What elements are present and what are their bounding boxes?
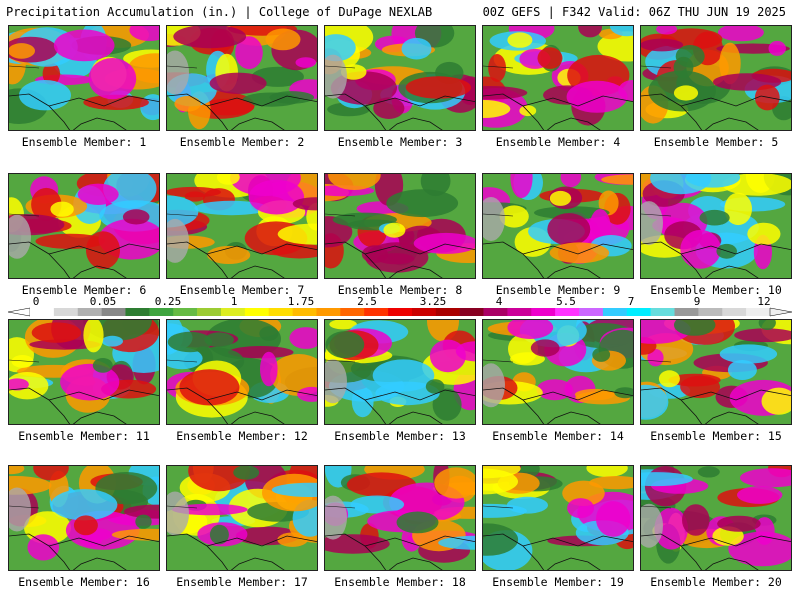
ensemble-member-map (324, 465, 476, 571)
colorbar-swatch (364, 308, 389, 316)
ensemble-member-label: Ensemble Member: 20 (650, 575, 782, 589)
ensemble-member-label: Ensemble Member: 17 (176, 575, 308, 589)
colorbar-tick-label: 9 (694, 296, 701, 308)
colorbar-tick-label: 3.25 (420, 296, 447, 308)
colorbar-swatch (626, 308, 651, 316)
ensemble-member-map (324, 173, 476, 279)
colorbar-tick-label: 12 (757, 296, 770, 308)
ensemble-member-map (640, 25, 792, 131)
ensemble-member-label: Ensemble Member: 5 (653, 135, 779, 149)
ensemble-member-label: Ensemble Member: 10 (650, 283, 782, 297)
colorbar-swatch (77, 308, 102, 316)
colorbar-swatch (650, 308, 675, 316)
colorbar-swatch (435, 308, 460, 316)
colorbar-tick-label: 0 (33, 296, 40, 308)
colorbar-swatch (483, 308, 508, 316)
ensemble-member-map (482, 173, 634, 279)
colorbar-tick-label: 7 (628, 296, 635, 308)
ensemble-member-map (8, 173, 160, 279)
ensemble-member-label: Ensemble Member: 19 (492, 575, 624, 589)
ensemble-member-map (640, 465, 792, 571)
ensemble-member-label: Ensemble Member: 11 (18, 429, 150, 443)
colorbar-swatch (340, 308, 365, 316)
colorbar-swatch (53, 308, 79, 316)
colorbar-swatch (722, 308, 747, 316)
ensemble-member-map (8, 465, 160, 571)
colorbar-tick-label: 1 (231, 296, 238, 308)
precipitation-colorbar: 0 0.05 0.25 1 1.75 2.5 3.25 4 5.5 7 9 12 (0, 295, 800, 320)
colorbar-tick-label: 5.5 (556, 296, 576, 308)
colorbar-min-arrow (7, 307, 31, 317)
colorbar-swatch (149, 308, 174, 316)
ensemble-member-map (324, 25, 476, 131)
colorbar-swatch (197, 308, 222, 316)
ensemble-member-map (482, 465, 634, 571)
colorbar-swatch (507, 308, 532, 316)
colorbar-swatch (268, 308, 293, 316)
colorbar-swatch (173, 308, 198, 316)
colorbar-swatch (388, 308, 413, 316)
ensemble-member-label: Ensemble Member: 3 (337, 135, 463, 149)
colorbar-tick-label: 0.25 (155, 296, 182, 308)
colorbar-tick-label: 0.05 (90, 296, 117, 308)
ensemble-member-label: Ensemble Member: 18 (334, 575, 466, 589)
colorbar-tick-label: 4 (496, 296, 503, 308)
colorbar-swatch (746, 308, 771, 316)
ensemble-member-label: Ensemble Member: 2 (179, 135, 305, 149)
colorbar-tick-label: 2.5 (357, 296, 377, 308)
colorbar-graphic: 0 0.05 0.25 1 1.75 2.5 3.25 4 5.5 7 9 12 (7, 295, 793, 317)
ensemble-member-map (8, 319, 160, 425)
ensemble-member-map (640, 319, 792, 425)
ensemble-member-label: Ensemble Member: 14 (492, 429, 624, 443)
ensemble-member-label: Ensemble Member: 6 (21, 283, 147, 297)
colorbar-swatch (292, 308, 317, 316)
ensemble-member-map (324, 319, 476, 425)
ensemble-member-label: Ensemble Member: 1 (21, 135, 147, 149)
ensemble-member-label: Ensemble Member: 7 (179, 283, 305, 297)
colorbar-tick-label: 1.75 (288, 296, 315, 308)
colorbar-max-arrow (769, 307, 793, 317)
colorbar-swatch (101, 308, 126, 316)
colorbar-swatch (555, 308, 580, 316)
colorbar-swatch (125, 308, 150, 316)
colorbar-swatch (30, 308, 55, 316)
colorbar-swatch (459, 308, 484, 316)
colorbar-swatch (531, 308, 556, 316)
valid-time-label: 00Z GEFS | F342 Valid: 06Z THU JUN 19 20… (482, 5, 786, 19)
ensemble-member-map (166, 465, 318, 571)
ensemble-member-map (8, 25, 160, 131)
ensemble-member-map (640, 173, 792, 279)
colorbar-swatch (316, 308, 341, 316)
ensemble-member-map (482, 25, 634, 131)
ensemble-member-label: Ensemble Member: 12 (176, 429, 308, 443)
colorbar-swatch (244, 308, 270, 316)
colorbar-swatch (220, 308, 246, 316)
ensemble-member-map (166, 319, 318, 425)
colorbar-swatch (411, 308, 437, 316)
ensemble-member-label: Ensemble Member: 8 (337, 283, 463, 297)
ensemble-member-map (166, 173, 318, 279)
ensemble-member-label: Ensemble Member: 9 (495, 283, 621, 297)
colorbar-swatch (674, 308, 699, 316)
colorbar-swatch (698, 308, 723, 316)
colorbar-swatch (579, 308, 604, 316)
ensemble-member-label: Ensemble Member: 13 (334, 429, 466, 443)
ensemble-member-label: Ensemble Member: 15 (650, 429, 782, 443)
map-title: Precipitation Accumulation (in.) | Colle… (6, 5, 433, 19)
ensemble-member-map (482, 319, 634, 425)
colorbar-swatch (602, 308, 628, 316)
ensemble-member-label: Ensemble Member: 4 (495, 135, 621, 149)
ensemble-member-label: Ensemble Member: 16 (18, 575, 150, 589)
ensemble-member-map (166, 25, 318, 131)
